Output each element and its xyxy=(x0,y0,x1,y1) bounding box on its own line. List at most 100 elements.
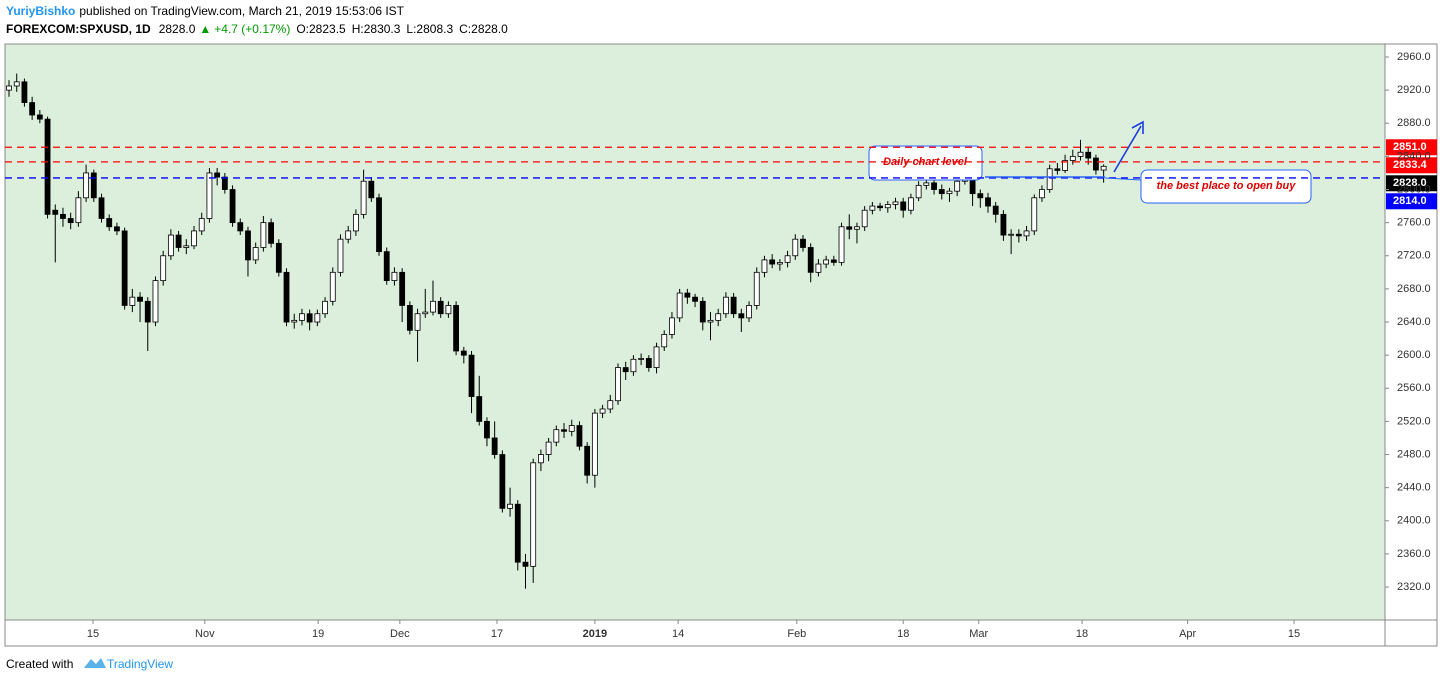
candle-body xyxy=(584,445,591,476)
candle-body xyxy=(908,197,914,211)
y-tick-label: 2920.0 xyxy=(1397,84,1431,96)
price-tag-label: 2828.0 xyxy=(1393,177,1427,189)
y-tick-label: 2520.0 xyxy=(1397,415,1431,427)
candle-body xyxy=(522,561,529,567)
candle-body xyxy=(491,437,498,455)
x-tick-label: 15 xyxy=(87,628,99,640)
candle-body xyxy=(191,230,197,247)
candle-body xyxy=(746,305,752,319)
candle-body xyxy=(1100,165,1107,171)
footer-brand[interactable]: TradingView xyxy=(107,657,173,671)
price-tag xyxy=(1386,175,1437,192)
symbol: FOREXCOM:SPXUSD, 1D xyxy=(6,22,151,36)
x-tick-label: 18 xyxy=(897,628,909,640)
y-tick-label: 2960.0 xyxy=(1397,51,1431,63)
last: 2828.0 xyxy=(159,22,196,36)
candle-body xyxy=(669,317,675,335)
ohlc-close: C:2828.0 xyxy=(459,22,508,36)
candle-body xyxy=(769,259,776,265)
candle-body xyxy=(707,319,714,323)
author[interactable]: YuriyBishko xyxy=(6,4,75,18)
y-tick-label: 2640.0 xyxy=(1397,316,1431,328)
candle-body xyxy=(453,305,460,352)
candle-body xyxy=(391,271,398,282)
candle-body xyxy=(545,441,552,455)
y-tick-label: 2800.0 xyxy=(1397,183,1431,195)
y-tick-label: 2760.0 xyxy=(1397,217,1431,229)
candle-body xyxy=(29,102,36,116)
candle-body xyxy=(854,226,860,230)
candle-body xyxy=(514,503,521,563)
candle-body xyxy=(1031,197,1038,232)
candle-body xyxy=(314,313,321,323)
candle-body xyxy=(607,400,614,410)
levels: 2851.0 2833.4 2828.0 2814.0 xyxy=(5,139,1437,210)
candle-body xyxy=(44,118,51,215)
price-tag-label: 2851.0 xyxy=(1393,141,1427,153)
candle-body xyxy=(75,197,82,224)
ohlc-high: H:2830.3 xyxy=(352,22,401,36)
x-tick-label: Feb xyxy=(787,628,806,640)
candle-body xyxy=(1085,151,1092,159)
candle-body xyxy=(676,292,683,319)
candle-body xyxy=(214,172,221,178)
y-tick-label: 2600.0 xyxy=(1397,349,1431,361)
up-arrow: ▲ xyxy=(199,22,211,36)
candle-body xyxy=(322,300,328,315)
candle-body xyxy=(414,313,421,331)
x-tick-label: 19 xyxy=(312,628,324,640)
candle-body xyxy=(468,354,475,397)
candle-body xyxy=(738,313,745,319)
candle-body xyxy=(1062,160,1068,171)
candle-body xyxy=(638,358,645,360)
candle-body xyxy=(630,358,637,373)
candle-body xyxy=(376,197,382,253)
candle-body xyxy=(6,85,12,91)
candle-body xyxy=(661,334,668,348)
candle-body xyxy=(106,218,113,228)
candle-body xyxy=(1000,213,1007,236)
candle-body xyxy=(437,300,444,315)
candle-body xyxy=(830,259,837,263)
candle-body xyxy=(537,454,544,464)
candle-body xyxy=(36,114,43,120)
candle-body xyxy=(877,205,883,209)
candle-body xyxy=(622,367,629,373)
x-tick-label: Mar xyxy=(969,628,988,640)
y-tick-label: 2680.0 xyxy=(1397,283,1431,295)
logo xyxy=(84,658,106,668)
price-tag xyxy=(1386,193,1437,210)
price-tag xyxy=(1386,139,1437,156)
candle-body xyxy=(1039,189,1045,199)
candle-body xyxy=(345,230,352,240)
candle-body xyxy=(753,271,760,306)
candle-body xyxy=(838,226,845,263)
candle-body xyxy=(1008,233,1015,236)
candle-body xyxy=(406,305,413,331)
candle-body xyxy=(792,238,799,257)
candle-body xyxy=(430,300,436,313)
frame xyxy=(4,43,1438,647)
candle-body xyxy=(884,204,891,209)
candle-body xyxy=(460,350,467,356)
candle-body xyxy=(268,222,275,244)
candle-body xyxy=(275,242,282,273)
candle-body xyxy=(776,261,783,265)
footer-created: Created with xyxy=(6,657,73,671)
candle-body xyxy=(846,226,853,230)
candle-body xyxy=(175,234,182,248)
candle-body xyxy=(21,81,28,103)
candle-body xyxy=(299,313,305,321)
candle-body xyxy=(561,429,567,432)
candle-body xyxy=(445,305,452,315)
candle-body xyxy=(1023,230,1030,237)
ohlc-open: O:2823.5 xyxy=(296,22,346,36)
candle-body xyxy=(915,184,922,199)
candle-body xyxy=(977,193,984,199)
candle-body xyxy=(507,503,513,509)
y-tick-label: 2360.0 xyxy=(1397,548,1431,560)
candle-body xyxy=(1069,155,1076,161)
candle-body xyxy=(245,230,251,261)
candle-body xyxy=(823,259,830,265)
candle-body xyxy=(715,313,722,321)
